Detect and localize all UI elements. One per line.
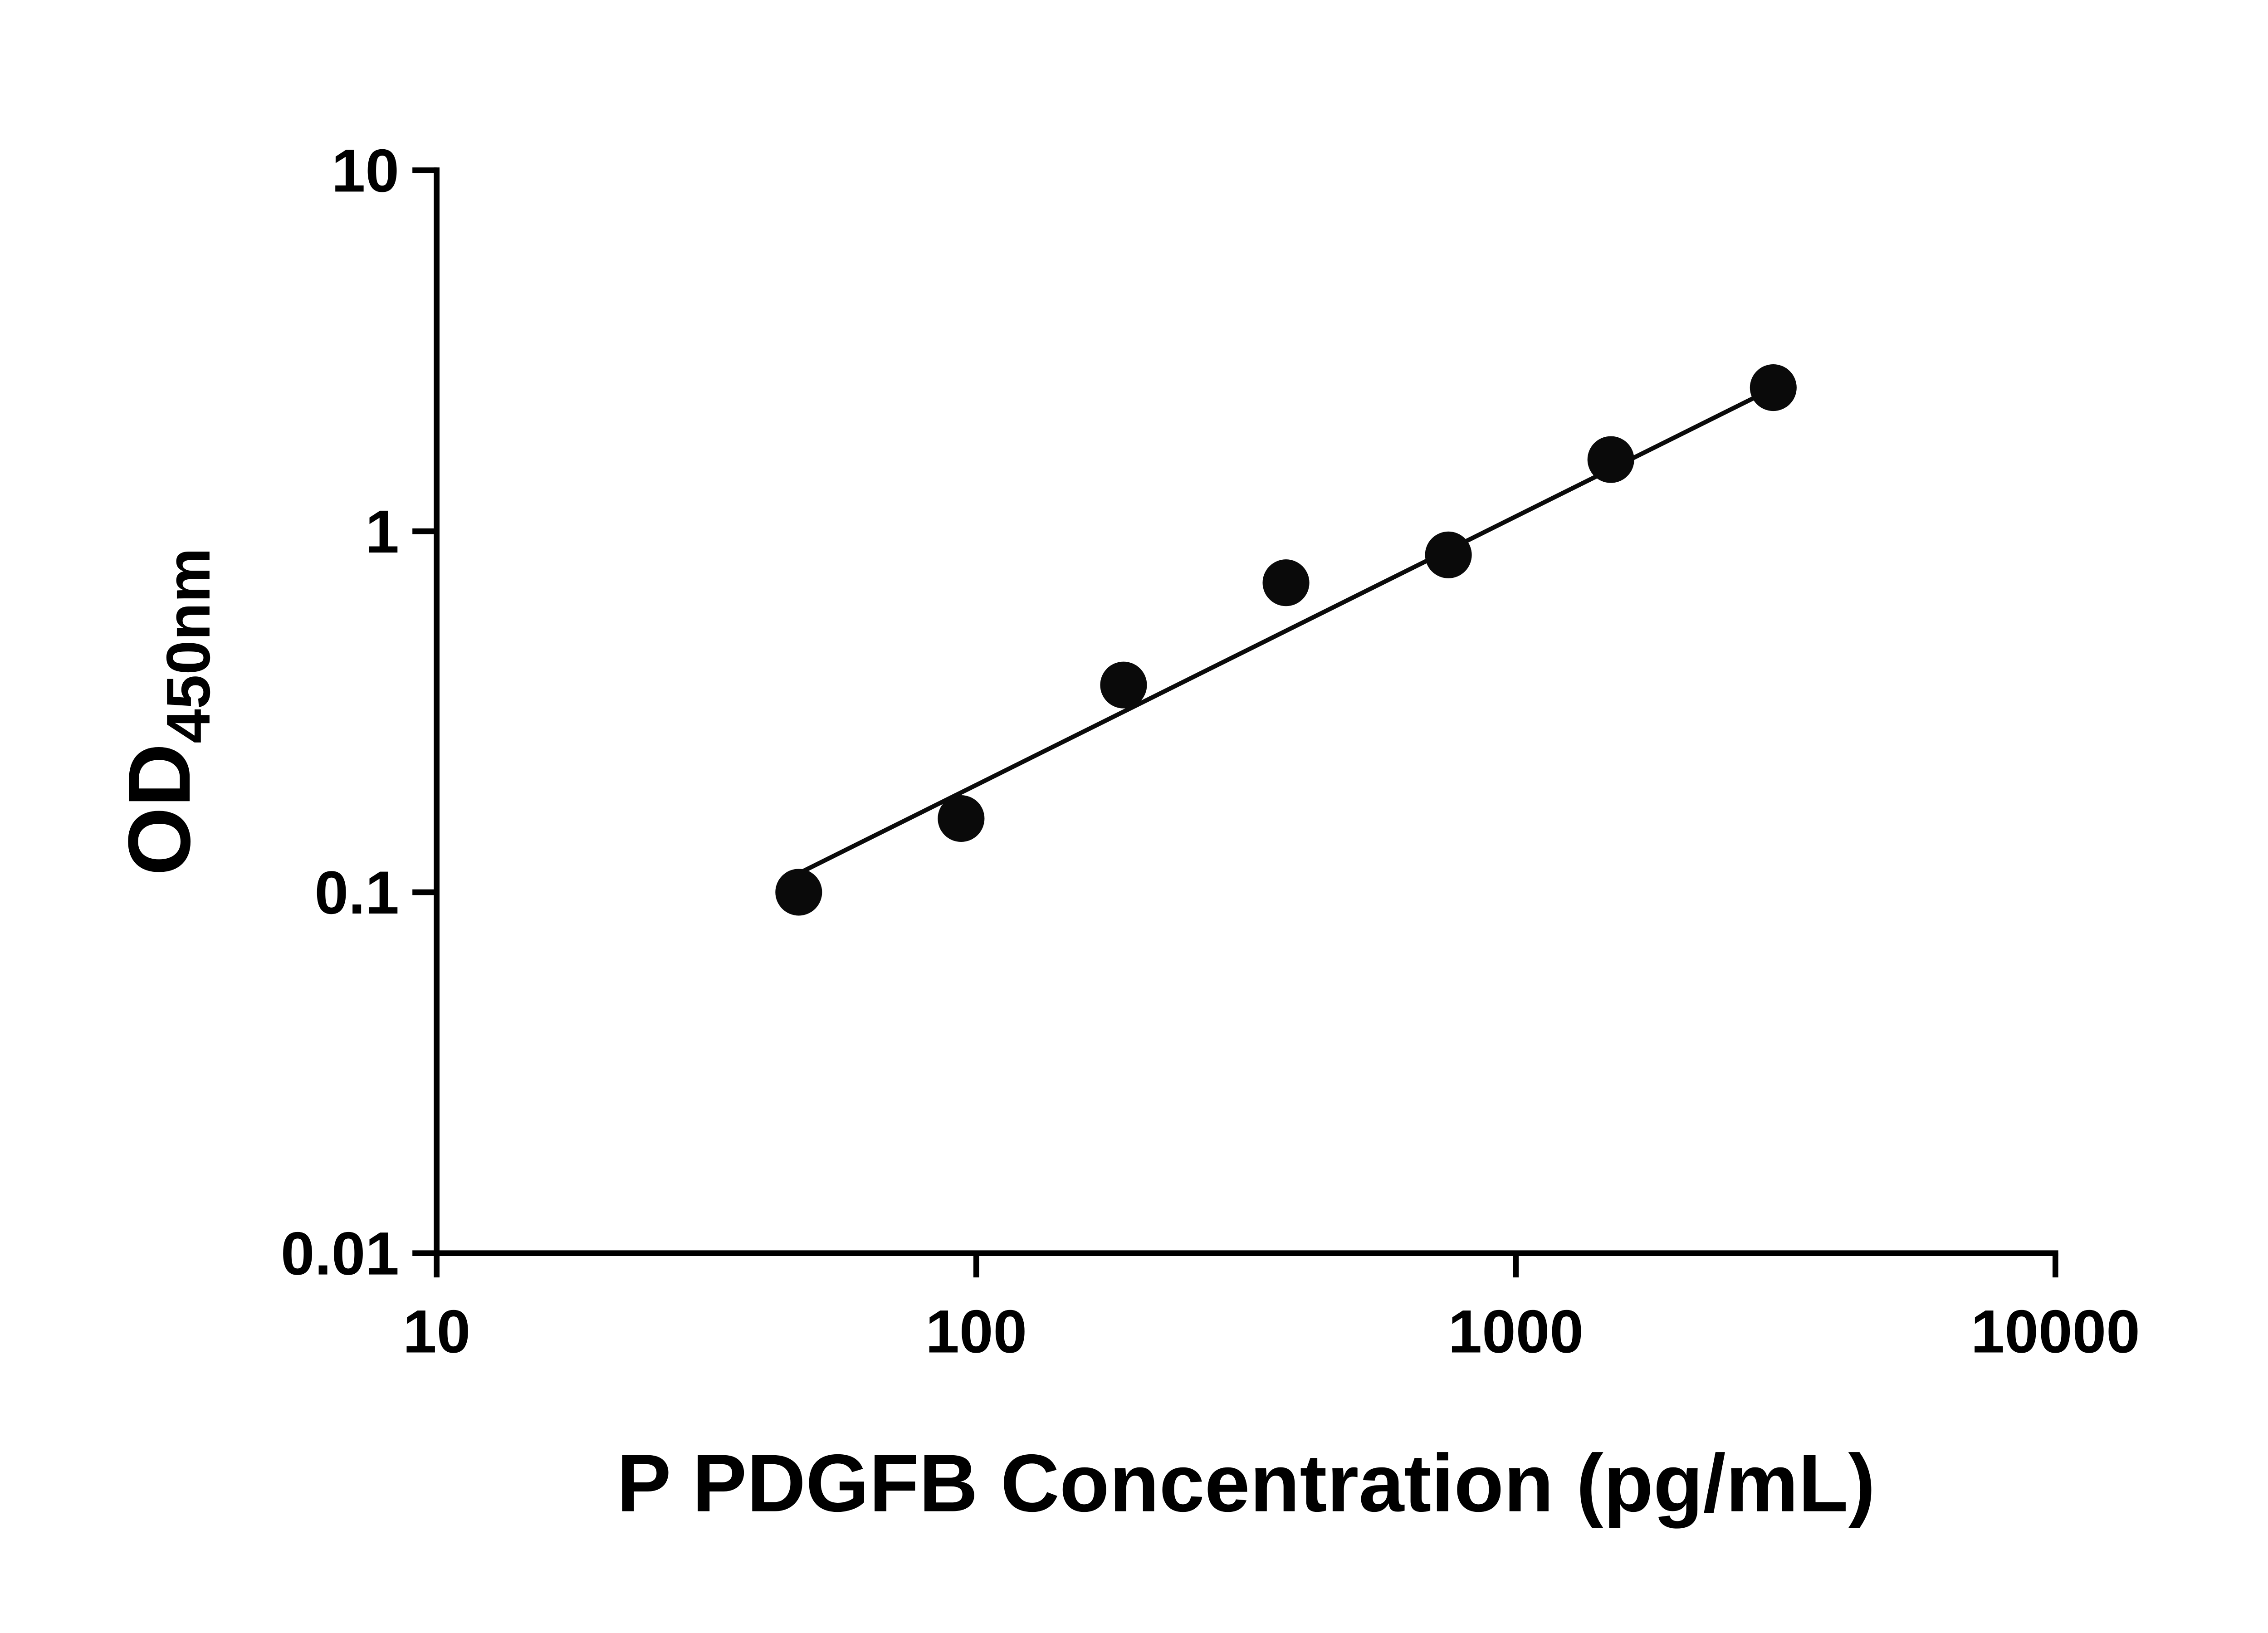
x-tick-label: 10 [403,1298,470,1365]
y-axis-title-subscript: 450nm [154,548,223,743]
data-point [1425,531,1472,578]
x-tick-label: 10000 [1971,1298,2140,1365]
x-axis-title: P PDGFB Concentration (pg/mL) [617,1438,1876,1529]
y-axis-title: OD450nm [110,548,223,876]
y-tick-label: 0.1 [314,859,399,927]
data-point [1587,436,1634,483]
data-point [775,869,822,916]
y-tick-label: 10 [332,137,399,205]
data-point [1262,559,1310,606]
data-point [1750,364,1797,411]
y-tick-label: 1 [365,498,399,566]
y-tick-label: 0.01 [281,1220,399,1288]
x-tick-label: 100 [925,1298,1027,1365]
y-axis-title-main: OD [110,743,209,876]
data-point [1100,661,1147,709]
x-tick-label: 1000 [1448,1298,1584,1365]
data-point [938,795,985,842]
